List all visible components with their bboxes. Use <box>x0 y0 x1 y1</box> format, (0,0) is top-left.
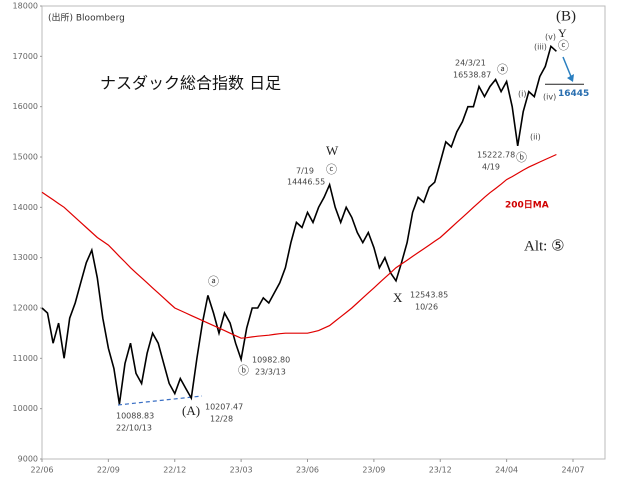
y-tick-label: 12000 <box>13 304 38 313</box>
annotation: 4/19 <box>482 163 500 172</box>
annotation: ⓑ <box>238 364 249 377</box>
annotation: (iv) <box>543 93 556 102</box>
annotation: ⓐ <box>208 275 219 288</box>
annotation: Alt: ⑤ <box>524 238 565 254</box>
support-line <box>117 395 203 406</box>
annotation: 22/10/13 <box>116 424 152 433</box>
annotation: W <box>326 143 339 158</box>
y-tick-label: 18000 <box>13 2 38 11</box>
source: (出所) Bloomberg <box>48 12 125 24</box>
annotation: 16538.87 <box>453 71 491 80</box>
chart-title: ナスダック総合指数 日足 <box>100 74 281 93</box>
annotation: 10207.47 <box>205 403 243 412</box>
annotation: ⓑ <box>516 151 527 164</box>
y-tick-label: 14000 <box>13 203 38 212</box>
y-tick-label: 13000 <box>13 253 38 262</box>
x-tick-label: 22/12 <box>163 466 186 475</box>
x-tick-label: 22/06 <box>30 466 53 475</box>
annotation: ⓒ <box>558 39 569 52</box>
annotation: 10982.80 <box>252 356 290 365</box>
annotation: 14446.55 <box>287 178 325 187</box>
x-tick-label: 23/03 <box>230 466 253 475</box>
annotation: (ii) <box>530 133 541 142</box>
annotation: (iii) <box>534 43 547 52</box>
annotation: (A) <box>182 403 200 418</box>
annotation: X <box>393 290 403 305</box>
y-tick-label: 16000 <box>13 102 38 111</box>
level-label: 16445 <box>558 89 589 99</box>
series-line <box>41 153 557 339</box>
x-tick-label: 23/09 <box>362 466 385 475</box>
annotation: Y <box>558 26 567 40</box>
x-tick-label: 24/07 <box>561 466 584 475</box>
annotation: ⓒ <box>326 163 337 176</box>
y-tick-label: 15000 <box>13 153 38 162</box>
y-tick-label: 11000 <box>13 354 38 363</box>
annotation: (B) <box>556 8 576 24</box>
arrow-head <box>567 74 574 82</box>
annotation: 10088.83 <box>116 412 154 421</box>
x-tick-label: 24/04 <box>495 466 518 475</box>
x-tick-label: 22/09 <box>97 466 120 475</box>
annotation: (i) <box>518 90 526 99</box>
annotation: 23/3/13 <box>255 368 286 377</box>
annotation: ⓐ <box>497 63 508 76</box>
annotation: (v) <box>545 33 556 42</box>
annotation: 24/3/21 <box>455 59 486 68</box>
y-tick-label: 10000 <box>13 404 38 413</box>
y-tick-label: 17000 <box>13 52 38 61</box>
annotation: 12543.85 <box>410 291 448 300</box>
series-line <box>41 44 557 405</box>
plot-frame <box>41 5 606 460</box>
x-tick-label: 23/06 <box>296 466 319 475</box>
annotation: 10/26 <box>415 303 438 312</box>
x-tick-label: 23/12 <box>429 466 452 475</box>
annotation: 200日MA <box>505 200 549 211</box>
arrow <box>562 56 573 80</box>
annotation: 12/28 <box>210 415 233 424</box>
annotation: 15222.78 <box>477 151 515 160</box>
annotation: 7/19 <box>296 167 314 176</box>
y-tick-label: 9000 <box>18 455 38 464</box>
